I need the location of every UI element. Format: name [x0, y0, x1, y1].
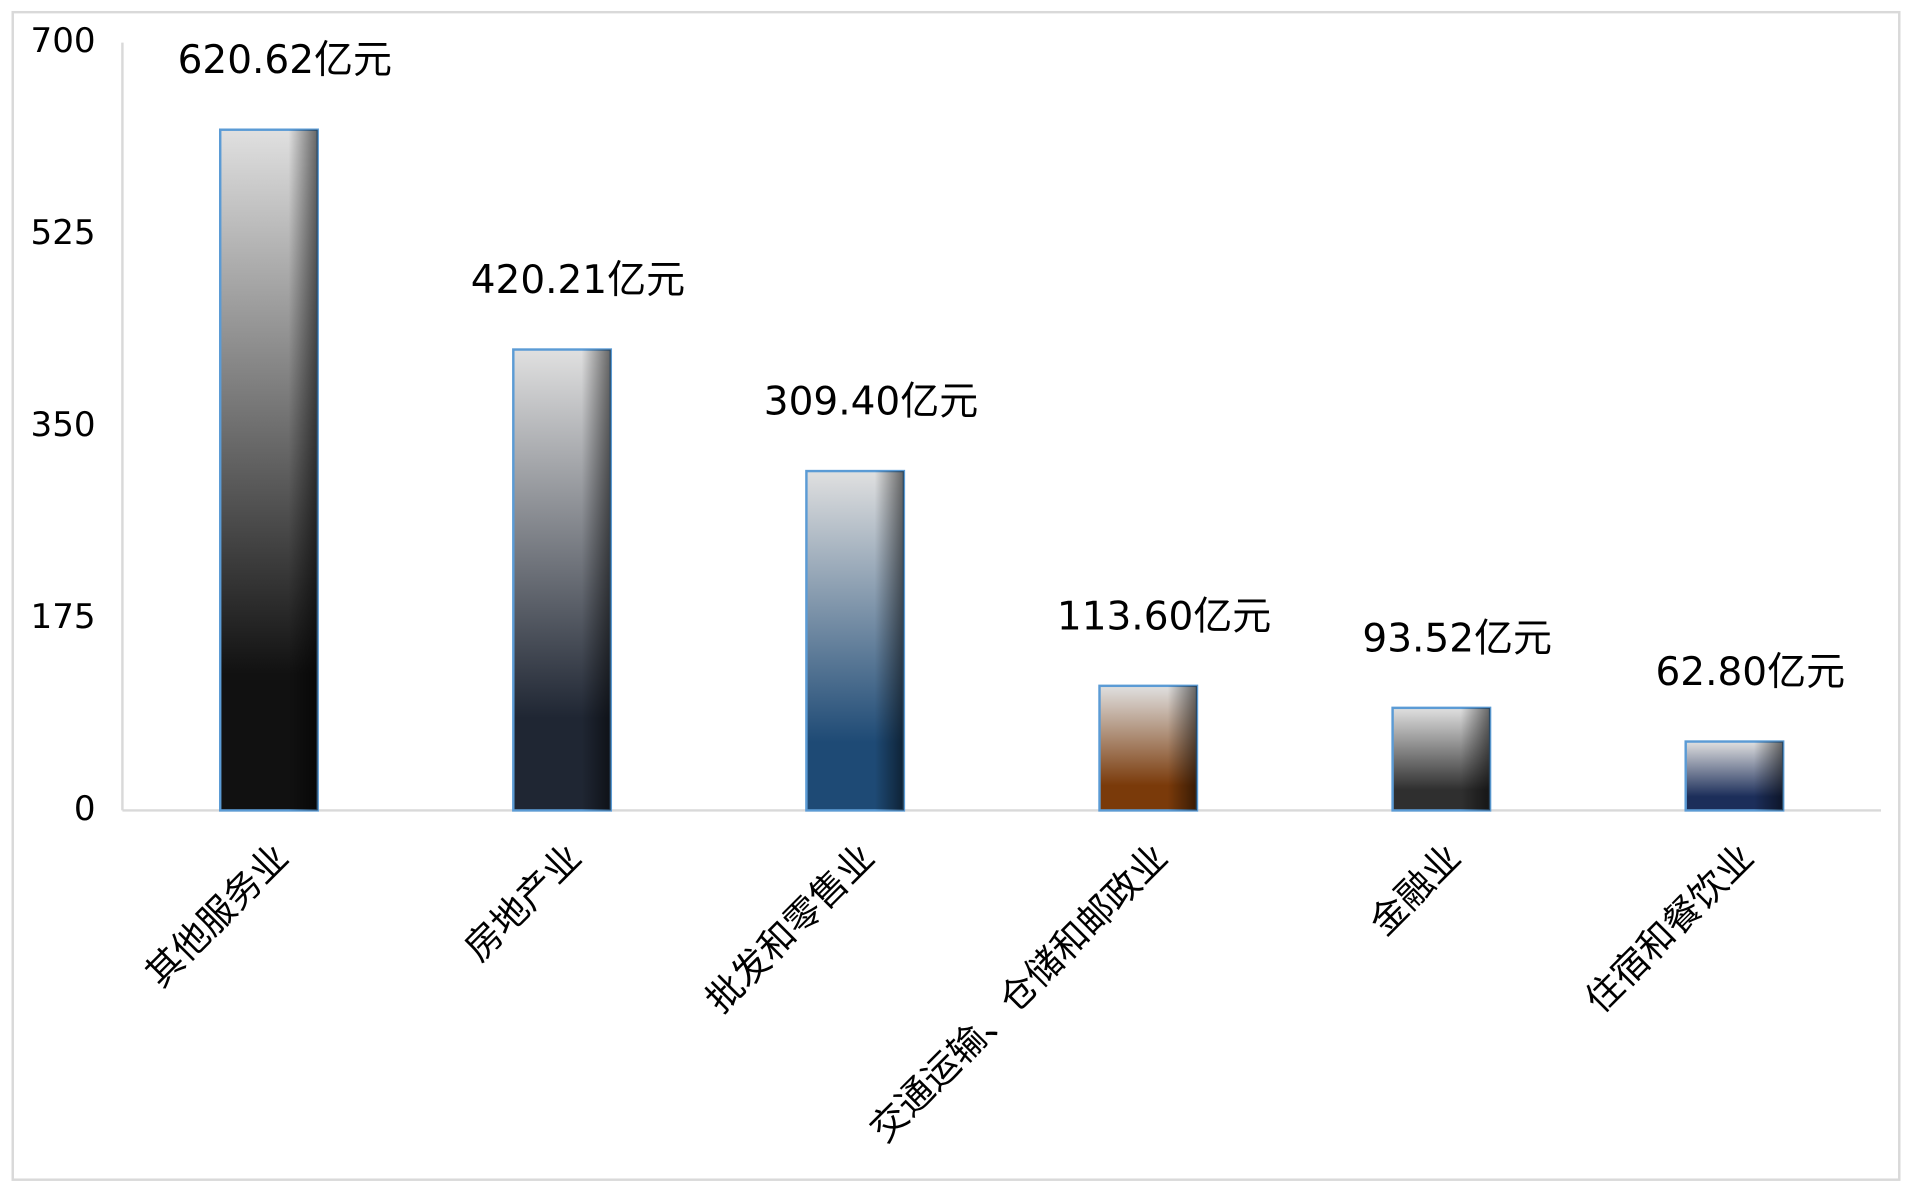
value-label: 113.60亿元 [1057, 594, 1271, 639]
bar-shade [1392, 707, 1491, 811]
value-label: 620.62亿元 [178, 38, 392, 83]
value-label: 62.80亿元 [1655, 650, 1845, 695]
chart-border [11, 10, 1901, 1181]
value-label: 420.21亿元 [471, 258, 685, 303]
value-label: 93.52亿元 [1362, 616, 1552, 661]
value-label: 309.40亿元 [764, 380, 978, 425]
y-tick-label: 700 [30, 21, 95, 61]
bar-shade [220, 129, 318, 811]
bar-shade [806, 471, 904, 811]
y-tick-label: 0 [74, 789, 96, 829]
y-tick-label: 525 [30, 213, 95, 253]
y-tick-label: 350 [30, 405, 95, 445]
bar-shade [1099, 685, 1197, 811]
y-tick-label: 175 [30, 597, 95, 637]
bar-shade [1685, 741, 1784, 811]
bar-shade [513, 349, 611, 811]
